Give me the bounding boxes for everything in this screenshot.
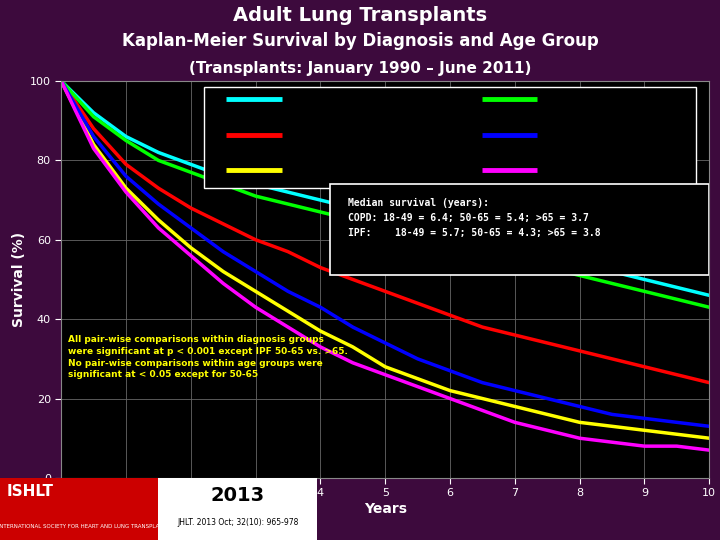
Bar <box>0 478 158 540</box>
FancyBboxPatch shape <box>330 184 709 275</box>
Text: All pair-wise comparisons within diagnosis groups
were significant at p < 0.001 : All pair-wise comparisons within diagnos… <box>68 335 348 380</box>
Text: ISHLT • INTERNATIONAL SOCIETY FOR HEART AND LUNG TRANSPLANTATION: ISHLT • INTERNATIONAL SOCIETY FOR HEART … <box>0 524 183 529</box>
Bar <box>158 478 317 540</box>
FancyBboxPatch shape <box>204 87 696 188</box>
Text: 2013: 2013 <box>210 486 265 505</box>
Text: ISHLT: ISHLT <box>6 484 53 499</box>
Y-axis label: Survival (%): Survival (%) <box>12 232 26 327</box>
Text: Median survival (years):
COPD: 18-49 = 6.4; 50-65 = 5.4; >65 = 3.7
IPF:    18-49: Median survival (years): COPD: 18-49 = 6… <box>348 198 601 238</box>
X-axis label: Years: Years <box>364 503 407 516</box>
Text: (Transplants: January 1990 – June 2011): (Transplants: January 1990 – June 2011) <box>189 62 531 76</box>
Text: JHLT. 2013 Oct; 32(10): 965-978: JHLT. 2013 Oct; 32(10): 965-978 <box>177 518 298 527</box>
Text: Kaplan-Meier Survival by Diagnosis and Age Group: Kaplan-Meier Survival by Diagnosis and A… <box>122 32 598 50</box>
Text: Adult Lung Transplants: Adult Lung Transplants <box>233 6 487 25</box>
